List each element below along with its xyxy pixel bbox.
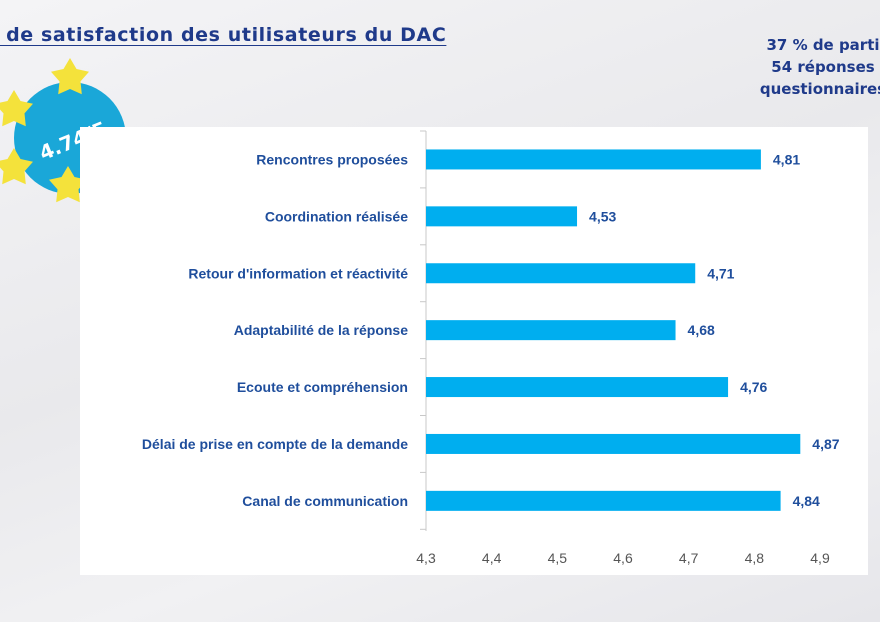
data-label: 4,68	[688, 322, 715, 338]
star-icon	[51, 58, 89, 95]
category-label: Rencontres proposées	[256, 151, 408, 167]
data-label: 4,84	[793, 493, 820, 509]
star-icon	[49, 166, 87, 203]
star-icon	[0, 148, 33, 185]
bar	[426, 263, 696, 284]
category-label: Retour d'information et réactivité	[188, 265, 408, 281]
x-tick-label: 4,4	[482, 550, 502, 566]
bar	[426, 490, 781, 511]
category-label: Délai de prise en compte de la demande	[142, 436, 408, 452]
satisfaction-badge: 4.74/5	[0, 58, 138, 203]
info-line: 37 % de parti	[766, 36, 880, 54]
category-label: Ecoute et compréhension	[237, 379, 408, 395]
data-label: 4,76	[740, 379, 767, 395]
data-label: 4,87	[812, 436, 839, 452]
x-tick-label: 4,6	[613, 550, 633, 566]
x-tick-label: 4,8	[745, 550, 765, 566]
participation-info: 37 % de parti 54 réponses questionnaires	[738, 34, 880, 100]
star-icon	[0, 90, 33, 127]
data-label: 4,53	[589, 208, 616, 224]
bar	[426, 149, 761, 170]
bar	[426, 320, 676, 341]
x-tick-label: 4,5	[548, 550, 568, 566]
data-label: 4,81	[773, 151, 800, 167]
category-label: Coordination réalisée	[265, 208, 408, 224]
bar	[426, 377, 729, 398]
chart-card: Rencontres proposées 4,81 Coordination réa…	[80, 127, 868, 575]
info-line: questionnaires	[759, 80, 880, 98]
bar	[426, 433, 801, 454]
x-tick-label: 4,3	[416, 550, 436, 566]
satisfaction-bar-chart: Rencontres proposées 4,81 Coordination réa…	[142, 130, 840, 566]
info-line: 54 réponses	[771, 58, 875, 76]
x-tick-label: 4,9	[810, 550, 830, 566]
category-label: Canal de communication	[242, 493, 408, 509]
bar	[426, 206, 578, 227]
category-label: Adaptabilité de la réponse	[234, 322, 408, 338]
page-title: x de satisfaction des utilisateurs du DA…	[0, 24, 447, 46]
x-tick-label: 4,7	[679, 550, 699, 566]
data-label: 4,71	[707, 265, 734, 281]
